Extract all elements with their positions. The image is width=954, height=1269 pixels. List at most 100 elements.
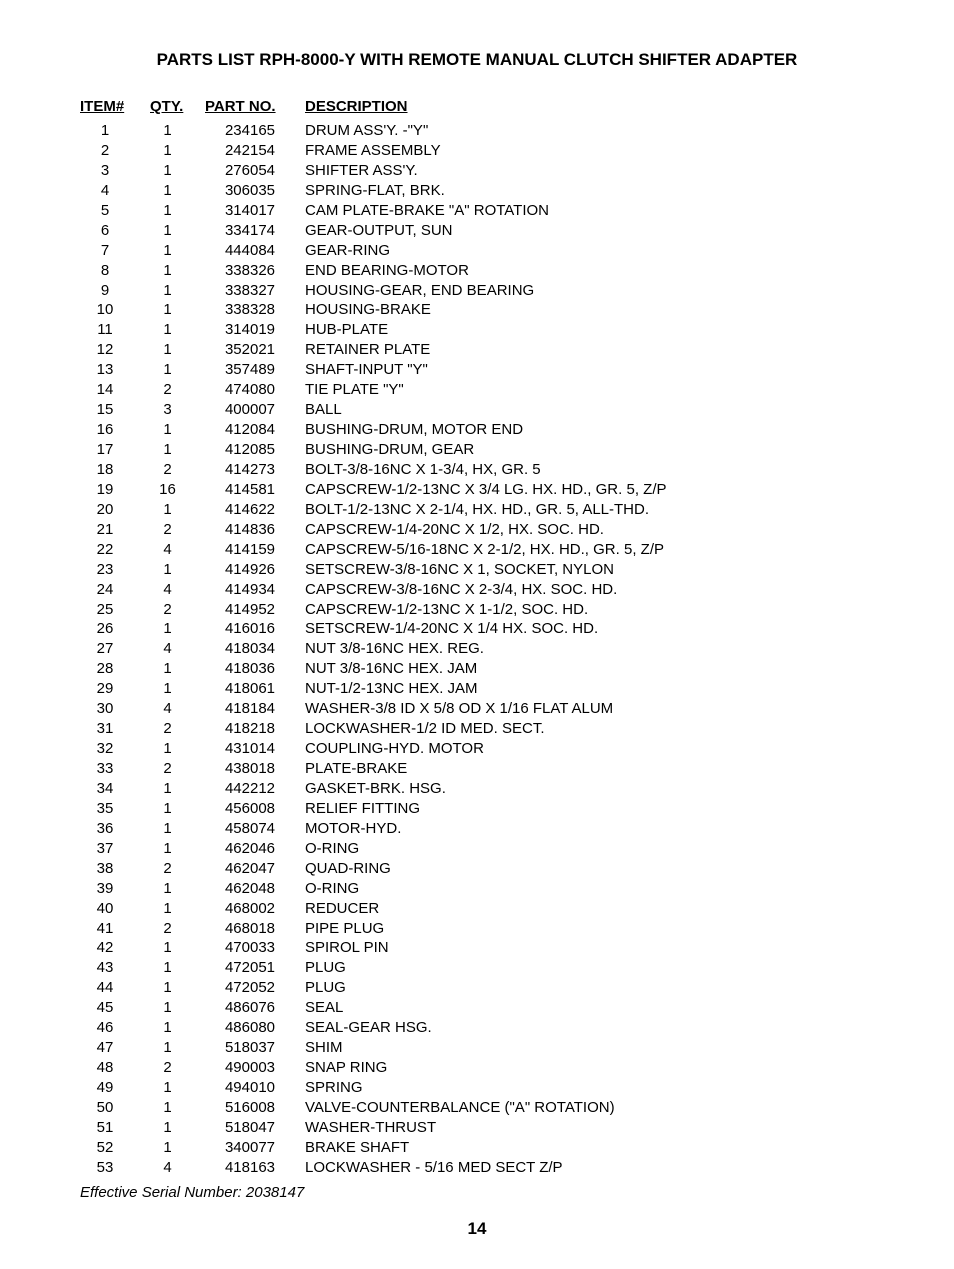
document-title: PARTS LIST RPH-8000-Y WITH REMOTE MANUAL… [80, 50, 874, 70]
cell-part: 338326 [205, 261, 305, 281]
cell-qty: 1 [150, 221, 205, 241]
table-row: 171412085BUSHING-DRUM, GEAR [80, 440, 874, 460]
cell-qty: 1 [150, 659, 205, 679]
cell-part: 442212 [205, 779, 305, 799]
cell-qty: 4 [150, 699, 205, 719]
cell-desc: PLATE-BRAKE [305, 759, 874, 779]
table-row: 261416016SETSCREW-1/4-20NC X 1/4 HX. SOC… [80, 619, 874, 639]
cell-desc: SPIROL PIN [305, 938, 874, 958]
cell-part: 306035 [205, 181, 305, 201]
cell-part: 418218 [205, 719, 305, 739]
table-row: 212414836CAPSCREW-1/4-20NC X 1/2, HX. SO… [80, 520, 874, 540]
cell-part: 414934 [205, 580, 305, 600]
cell-qty: 1 [150, 998, 205, 1018]
cell-part: 414581 [205, 480, 305, 500]
table-row: 534418163LOCKWASHER - 5/16 MED SECT Z/P [80, 1158, 874, 1178]
cell-desc: RELIEF FITTING [305, 799, 874, 819]
cell-qty: 1 [150, 340, 205, 360]
cell-part: 314017 [205, 201, 305, 221]
cell-qty: 2 [150, 859, 205, 879]
cell-desc: NUT 3/8-16NC HEX. JAM [305, 659, 874, 679]
cell-item: 51 [80, 1118, 150, 1138]
table-row: 471518037SHIM [80, 1038, 874, 1058]
table-row: 142474080TIE PLATE "Y" [80, 380, 874, 400]
cell-item: 14 [80, 380, 150, 400]
cell-desc: CAPSCREW-1/4-20NC X 1/2, HX. SOC. HD. [305, 520, 874, 540]
table-row: 412468018PIPE PLUG [80, 919, 874, 939]
cell-desc: CAPSCREW-1/2-13NC X 1-1/2, SOC. HD. [305, 600, 874, 620]
cell-desc: MOTOR-HYD. [305, 819, 874, 839]
header-qty: QTY. [150, 98, 205, 115]
cell-desc: SNAP RING [305, 1058, 874, 1078]
table-row: 1916414581CAPSCREW-1/2-13NC X 3/4 LG. HX… [80, 480, 874, 500]
cell-desc: FRAME ASSEMBLY [305, 141, 874, 161]
cell-desc: HOUSING-BRAKE [305, 300, 874, 320]
cell-part: 338327 [205, 281, 305, 301]
cell-qty: 4 [150, 540, 205, 560]
cell-qty: 2 [150, 719, 205, 739]
cell-item: 37 [80, 839, 150, 859]
cell-part: 242154 [205, 141, 305, 161]
table-row: 441472052PLUG [80, 978, 874, 998]
cell-desc: NUT 3/8-16NC HEX. REG. [305, 639, 874, 659]
cell-item: 27 [80, 639, 150, 659]
table-row: 491494010SPRING [80, 1078, 874, 1098]
cell-item: 41 [80, 919, 150, 939]
cell-qty: 1 [150, 1098, 205, 1118]
cell-item: 19 [80, 480, 150, 500]
cell-qty: 4 [150, 1158, 205, 1178]
cell-desc: SHIM [305, 1038, 874, 1058]
cell-item: 40 [80, 899, 150, 919]
cell-item: 18 [80, 460, 150, 480]
cell-item: 4 [80, 181, 150, 201]
cell-item: 8 [80, 261, 150, 281]
cell-item: 36 [80, 819, 150, 839]
cell-desc: CAPSCREW-3/8-16NC X 2-3/4, HX. SOC. HD. [305, 580, 874, 600]
table-row: 461486080SEAL-GEAR HSG. [80, 1018, 874, 1038]
table-row: 161412084BUSHING-DRUM, MOTOR END [80, 420, 874, 440]
cell-part: 400007 [205, 400, 305, 420]
cell-part: 418036 [205, 659, 305, 679]
cell-part: 414926 [205, 560, 305, 580]
cell-item: 35 [80, 799, 150, 819]
cell-desc: BOLT-1/2-13NC X 2-1/4, HX. HD., GR. 5, A… [305, 500, 874, 520]
cell-part: 472052 [205, 978, 305, 998]
page-number: 14 [80, 1219, 874, 1239]
cell-item: 46 [80, 1018, 150, 1038]
cell-item: 5 [80, 201, 150, 221]
cell-desc: HOUSING-GEAR, END BEARING [305, 281, 874, 301]
cell-item: 16 [80, 420, 150, 440]
cell-item: 13 [80, 360, 150, 380]
cell-part: 438018 [205, 759, 305, 779]
table-row: 361458074MOTOR-HYD. [80, 819, 874, 839]
cell-qty: 1 [150, 420, 205, 440]
cell-desc: COUPLING-HYD. MOTOR [305, 739, 874, 759]
cell-part: 494010 [205, 1078, 305, 1098]
table-row: 332438018PLATE-BRAKE [80, 759, 874, 779]
table-row: 391462048O-RING [80, 879, 874, 899]
cell-qty: 1 [150, 1018, 205, 1038]
table-row: 31276054SHIFTER ASS'Y. [80, 161, 874, 181]
cell-item: 6 [80, 221, 150, 241]
table-row: 51314017CAM PLATE-BRAKE "A" ROTATION [80, 201, 874, 221]
cell-qty: 1 [150, 938, 205, 958]
table-row: 371462046O-RING [80, 839, 874, 859]
cell-desc: SPRING-FLAT, BRK. [305, 181, 874, 201]
cell-item: 44 [80, 978, 150, 998]
cell-qty: 1 [150, 440, 205, 460]
cell-qty: 1 [150, 899, 205, 919]
cell-item: 2 [80, 141, 150, 161]
cell-qty: 1 [150, 1038, 205, 1058]
cell-item: 12 [80, 340, 150, 360]
cell-qty: 1 [150, 799, 205, 819]
cell-desc: CAPSCREW-5/16-18NC X 2-1/2, HX. HD., GR.… [305, 540, 874, 560]
table-row: 382462047QUAD-RING [80, 859, 874, 879]
cell-part: 516008 [205, 1098, 305, 1118]
cell-desc: BUSHING-DRUM, MOTOR END [305, 420, 874, 440]
cell-desc: WASHER-3/8 ID X 5/8 OD X 1/16 FLAT ALUM [305, 699, 874, 719]
cell-qty: 1 [150, 320, 205, 340]
cell-qty: 1 [150, 879, 205, 899]
cell-desc: SPRING [305, 1078, 874, 1098]
cell-part: 418061 [205, 679, 305, 699]
cell-item: 47 [80, 1038, 150, 1058]
